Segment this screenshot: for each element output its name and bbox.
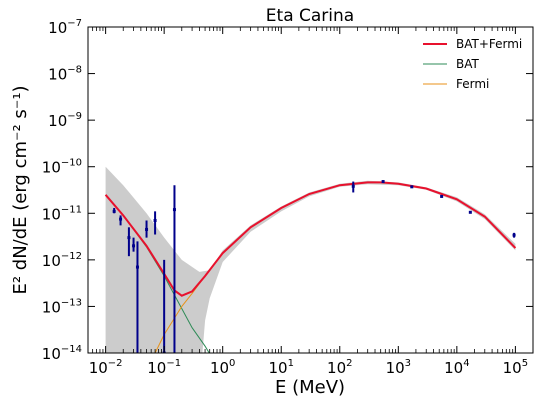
data-point <box>145 227 149 231</box>
y-axis-label: E² dN/dE (erg cm⁻² s⁻¹) <box>10 85 31 294</box>
y-tick-label: 10−12 <box>42 251 82 270</box>
data-point <box>381 180 385 184</box>
x-tick-label: 10−2 <box>89 358 123 377</box>
x-tick-label: 103 <box>386 358 411 377</box>
data-point <box>468 210 472 214</box>
y-tick-label: 10−11 <box>42 204 82 223</box>
chart-title: Eta Carina <box>266 6 354 26</box>
data-point <box>127 236 131 240</box>
x-tick-label: 100 <box>210 358 235 377</box>
data-point <box>135 265 139 269</box>
series-line-bat-fermi <box>104 181 517 297</box>
data-point <box>119 217 123 221</box>
x-tick-label: 10−1 <box>147 358 181 377</box>
y-tick-label: 10−8 <box>48 65 82 84</box>
data-point <box>410 185 414 189</box>
legend-label: BAT+Fermi <box>456 37 522 51</box>
y-tick-label: 10−7 <box>48 18 82 37</box>
confidence-band <box>105 166 516 353</box>
x-tick-label: 101 <box>268 358 293 377</box>
y-tick-label: 10−9 <box>48 111 82 130</box>
data-point <box>351 184 355 188</box>
series-line-fermi <box>154 181 516 353</box>
data-point <box>512 233 516 237</box>
data-point <box>440 194 444 198</box>
plot-area: 10−2 10−1 100 101 102 103 104 105 10−14 10−13 10−1… <box>42 18 534 377</box>
x-axis-label: E (MeV) <box>275 377 345 398</box>
y-tick-label: 10−14 <box>42 344 82 363</box>
x-tick-label: 105 <box>503 358 528 377</box>
x-tick-label: 102 <box>327 358 352 377</box>
data-point <box>172 208 176 212</box>
y-tick-label: 10−13 <box>42 297 82 316</box>
legend-label: BAT <box>456 57 480 71</box>
data-point <box>153 218 157 222</box>
legend: BAT+Fermi BAT Fermi <box>423 37 522 91</box>
plot-frame <box>87 26 534 354</box>
data-point <box>112 209 116 213</box>
legend-label: Fermi <box>456 77 489 91</box>
data-point <box>132 244 136 248</box>
x-tick-label: 104 <box>444 358 469 377</box>
y-tick-label: 10−10 <box>42 158 82 177</box>
